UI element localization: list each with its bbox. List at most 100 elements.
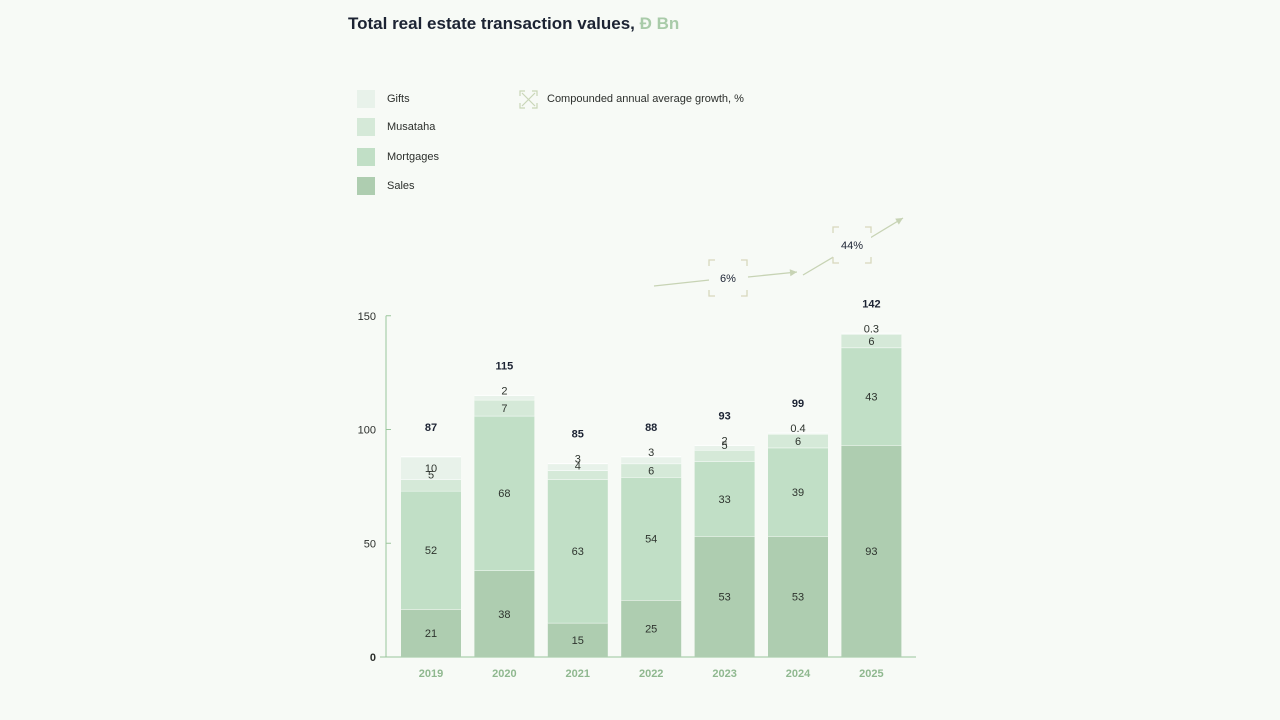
segment-label: 53 [792, 592, 804, 604]
growth-box-bracket [708, 259, 748, 297]
bar-segment-mortgages-2025 [841, 347, 902, 446]
segment-label: 63 [572, 546, 584, 558]
segment-label: 6 [648, 465, 654, 477]
bar-segment-musataha-2021 [547, 470, 608, 480]
segment-label: 6 [795, 436, 801, 448]
bar-total-label: 142 [862, 298, 880, 310]
segment-label: 3 [648, 447, 654, 459]
segment-label: 43 [865, 392, 877, 404]
segment-label: 10 [425, 463, 437, 475]
bar-total-label: 99 [792, 398, 804, 410]
bar-segment-musataha-2024 [768, 434, 828, 448]
x-tick-label: 2019 [419, 668, 443, 680]
segment-label: 15 [572, 635, 584, 647]
segment-label: 0.4 [790, 423, 805, 435]
x-tick-label: 2020 [492, 668, 516, 680]
bar-segment-mortgages-2020 [474, 415, 535, 571]
x-tick-label: 2022 [639, 668, 663, 680]
segment-label: 21 [425, 628, 437, 640]
growth-legend-label: Compounded annual average growth, % [547, 93, 744, 105]
growth-annotations: 6% 44% [653, 217, 904, 297]
chart-title-text: Total real estate transaction values, [348, 14, 640, 33]
growth-arrow-1 [747, 271, 798, 278]
legend-label-musataha: Musataha [387, 121, 436, 133]
bar-total-label: 88 [645, 422, 657, 434]
bar-segment-sales-2020 [474, 570, 535, 657]
legend-label-mortgages: Mortgages [387, 151, 439, 163]
chart-title: Total real estate transaction values, Ð … [348, 14, 679, 34]
legend-label-gifts: Gifts [387, 93, 410, 105]
growth-arrow-2-head [895, 218, 903, 225]
x-tick-label: 2021 [566, 668, 590, 680]
legend-swatch-gifts [357, 90, 375, 108]
growth-rate-label: 44% [841, 240, 863, 252]
bar-segment-gifts-2023 [694, 445, 755, 450]
segment-label: 33 [718, 494, 730, 506]
legend-swatch-mortgages [357, 148, 375, 166]
bar-segment-sales-2025 [841, 445, 902, 657]
legend-item-sales: Sales [357, 177, 415, 195]
y-tick-label: 150 [358, 311, 376, 323]
chart-title-unit: Ð Bn [639, 14, 680, 33]
bar-segment-sales-2022 [621, 600, 682, 657]
bar-segment-gifts-2022 [621, 456, 682, 464]
growth-bracket-icon [519, 89, 538, 109]
bar-segment-gifts-2020 [474, 395, 535, 400]
bar-segment-sales-2019 [401, 609, 461, 657]
y-tick-label: 0 [370, 652, 376, 664]
legend-label-sales: Sales [387, 180, 415, 192]
bar-segment-sales-2024 [768, 536, 828, 657]
x-tick-label: 2025 [859, 668, 883, 680]
bar-segment-musataha-2020 [474, 399, 535, 416]
growth-legend: Compounded annual average growth, % [519, 89, 744, 109]
legend-swatch-musataha [357, 118, 375, 136]
segment-label: 7 [501, 403, 507, 415]
bar-segment-musataha-2022 [621, 463, 682, 478]
segment-label: 2 [722, 435, 728, 447]
bar-total-label: 93 [718, 410, 730, 422]
bar-segment-musataha-2023 [694, 449, 755, 462]
segment-label: 4 [575, 460, 581, 472]
bar-segment-gifts-2019 [401, 456, 461, 480]
growth-rate-box: 44% [832, 226, 872, 264]
segment-label: 38 [498, 609, 510, 621]
bar-segment-musataha-2019 [401, 479, 461, 491]
segment-label: 3 [575, 454, 581, 466]
chart-bars [401, 332, 902, 657]
legend-swatch-sales [357, 177, 375, 195]
bar-segment-mortgages-2019 [401, 490, 461, 610]
bar-segment-mortgages-2023 [694, 461, 755, 537]
segment-label: 25 [645, 624, 657, 636]
bar-segment-mortgages-2022 [621, 477, 682, 601]
bar-segment-gifts-2021 [547, 463, 608, 471]
growth-box-bg [833, 227, 871, 263]
legend-item-mortgages: Mortgages [357, 148, 439, 166]
y-tick-label: 100 [358, 425, 376, 437]
segment-label: 68 [498, 488, 510, 500]
bar-total-label: 85 [572, 429, 584, 441]
x-tick-label: 2024 [786, 668, 811, 680]
bar-total-label: 87 [425, 422, 437, 434]
bar-segment-musataha-2025 [841, 333, 902, 348]
segment-label: 52 [425, 545, 437, 557]
segment-label: 39 [792, 487, 804, 499]
legend-item-musataha: Musataha [357, 118, 435, 136]
segment-label: 54 [645, 534, 657, 546]
legend-item-gifts: Gifts [357, 90, 410, 108]
growth-box-bracket [832, 226, 872, 264]
segment-label: 5 [428, 470, 434, 482]
segment-label: 53 [718, 592, 730, 604]
bar-segment-mortgages-2024 [768, 447, 828, 537]
segment-label: 2 [501, 385, 507, 397]
growth-arrow-1-head [789, 269, 797, 277]
chart-labels: 2152510872019386872115202015634385202125… [419, 298, 884, 680]
bar-total-label: 115 [496, 360, 514, 372]
segment-label: 5 [722, 440, 728, 452]
segment-label: 6 [868, 336, 874, 348]
bar-segment-mortgages-2021 [547, 479, 608, 623]
growth-box-bg [709, 260, 747, 296]
bar-segment-sales-2021 [547, 622, 608, 657]
growth-rate-label: 6% [720, 273, 736, 285]
growth-rate-box: 6% [708, 259, 748, 297]
